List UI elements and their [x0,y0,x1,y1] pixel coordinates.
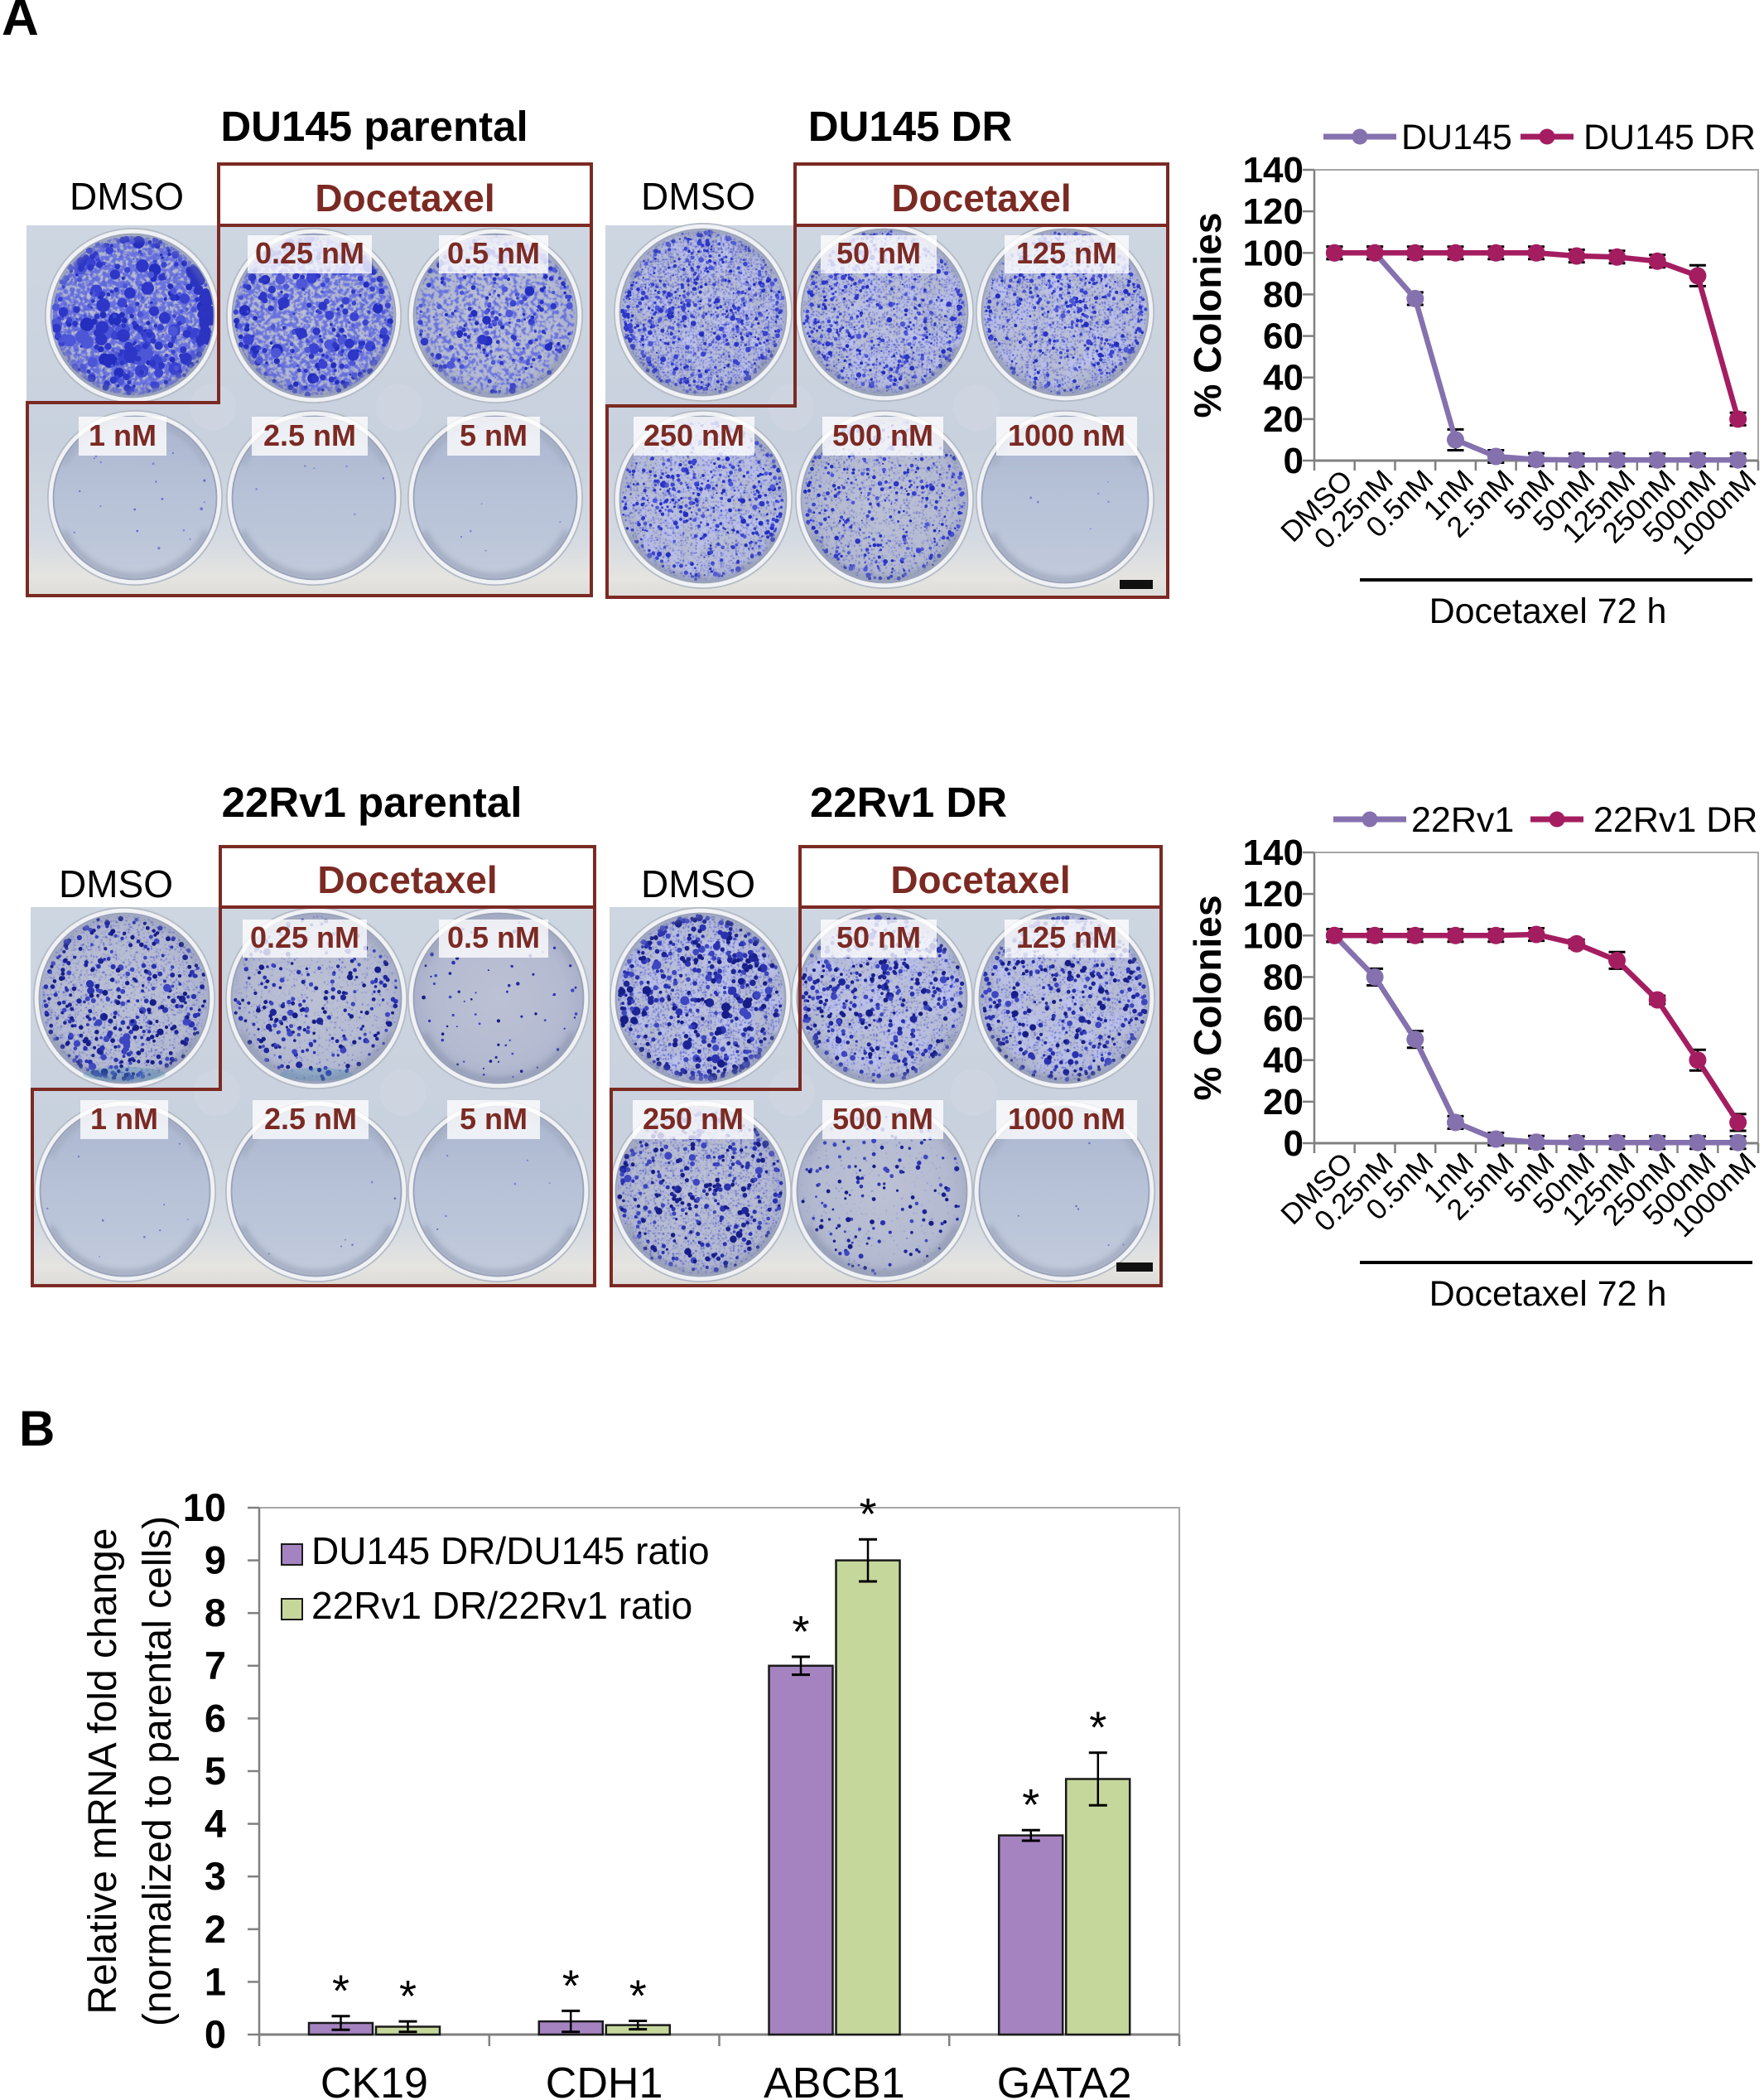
svg-text:0.5 nM: 0.5 nM [447,236,540,270]
svg-text:250 nM: 250 nM [643,418,745,452]
svg-text:500 nM: 500 nM [832,418,933,452]
svg-text:0.5 nM: 0.5 nM [447,920,540,954]
svg-text:50 nM: 50 nM [836,236,921,270]
svg-text:1 nM: 1 nM [90,1102,158,1136]
svg-text:2.5 nM: 2.5 nM [263,418,356,452]
svg-text:1 nM: 1 nM [89,418,157,452]
svg-text:125 nM: 125 nM [1016,236,1117,270]
svg-text:1000 nM: 1000 nM [1008,418,1125,452]
svg-text:0.25 nM: 0.25 nM [250,920,359,954]
svg-text:0.25 nM: 0.25 nM [255,236,364,270]
svg-text:2.5 nM: 2.5 nM [264,1102,357,1136]
svg-text:5 nM: 5 nM [460,418,528,452]
svg-text:5 nM: 5 nM [460,1102,528,1136]
